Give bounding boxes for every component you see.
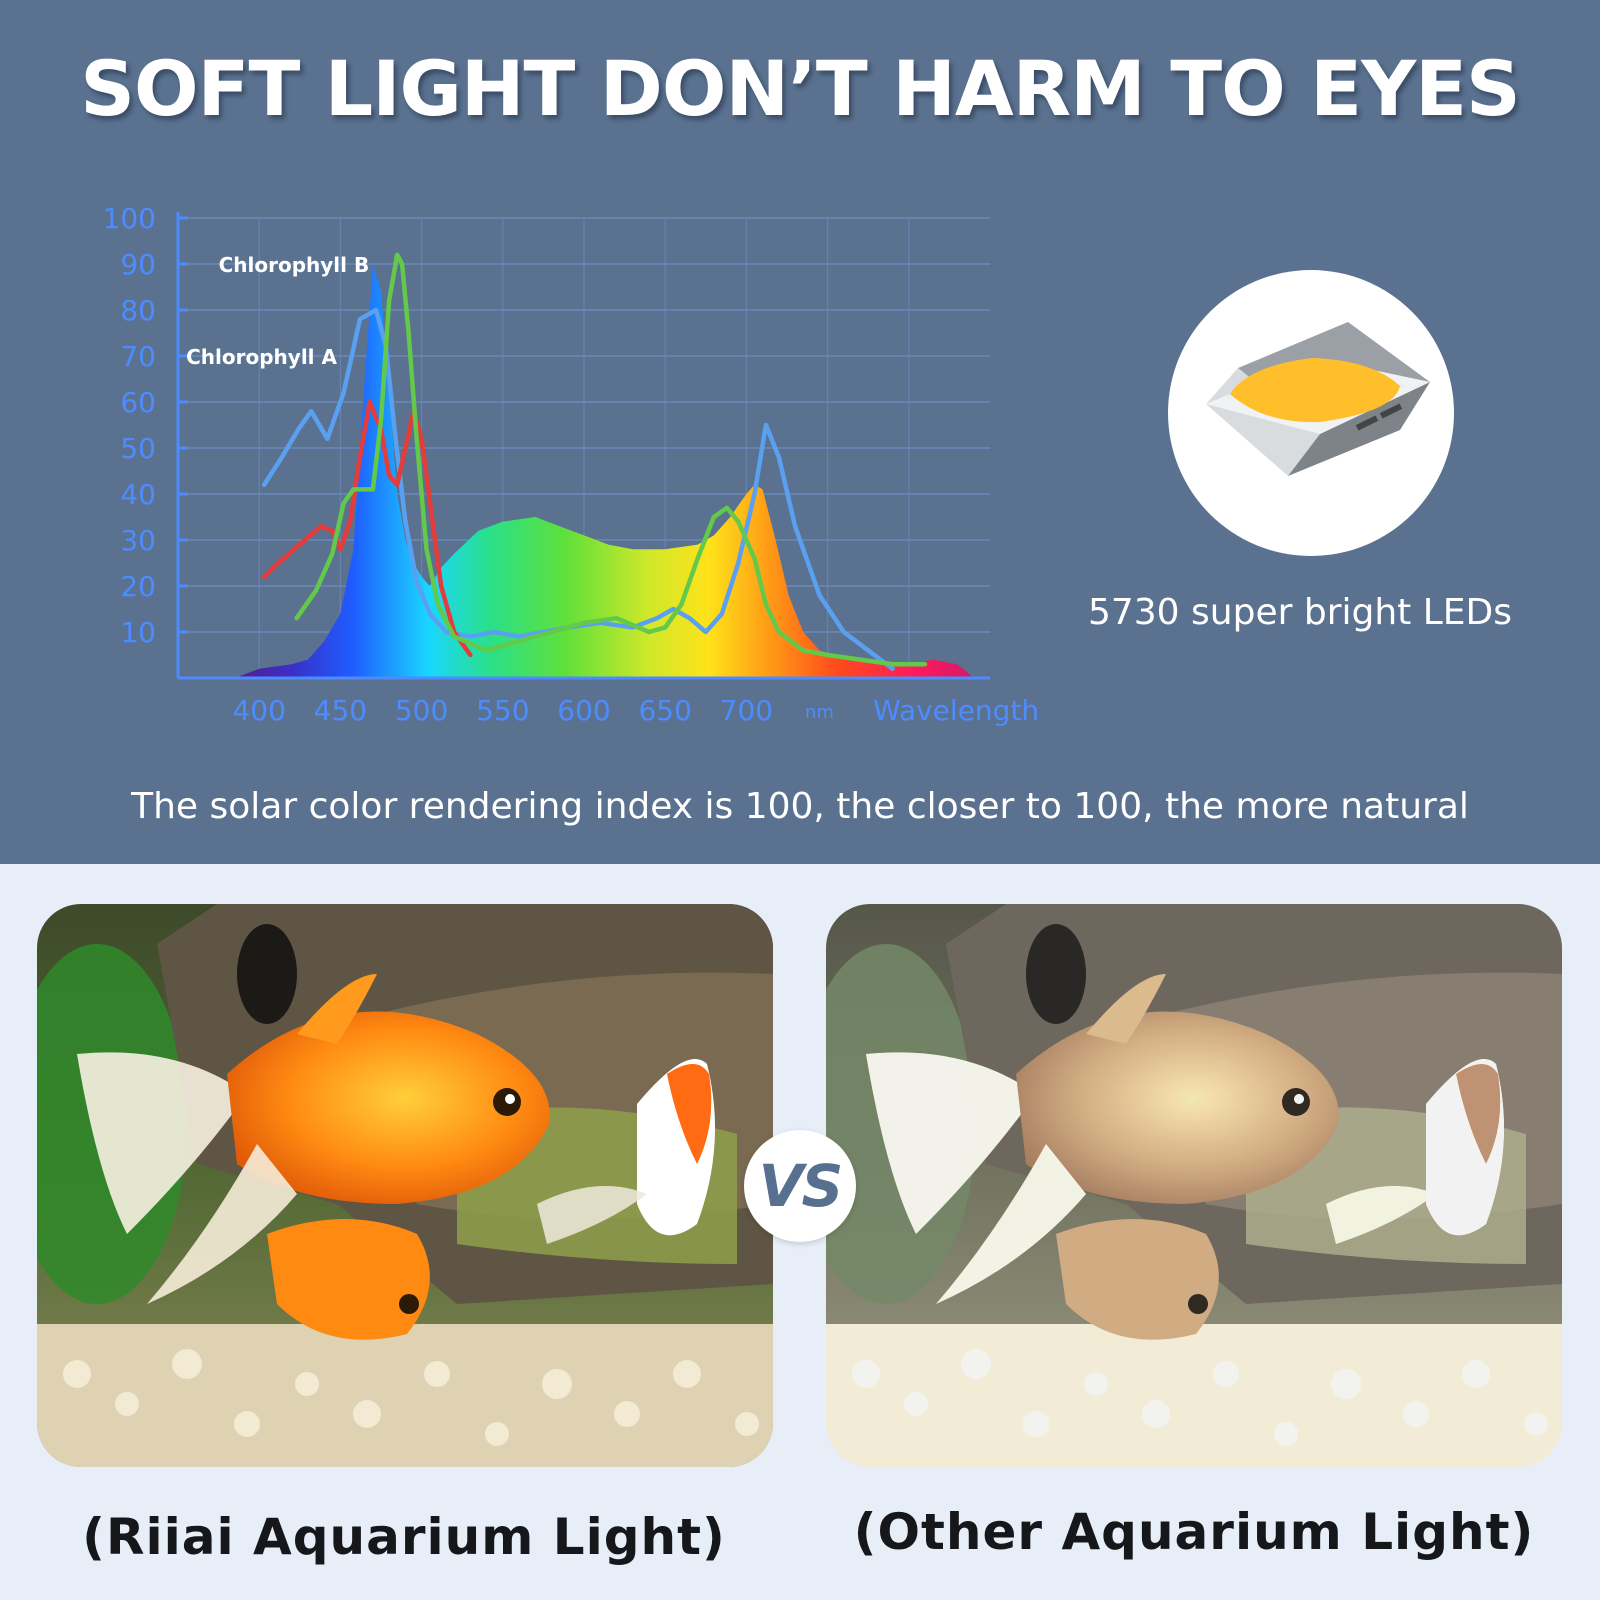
y-tick-label: 40 xyxy=(120,478,156,511)
y-tick-label: 70 xyxy=(120,340,156,373)
led-caption: 5730 super bright LEDs xyxy=(1087,592,1513,633)
riiai-light-label: (Riiai Aquarium Light) xyxy=(82,1508,726,1566)
y-tick-label: 100 xyxy=(103,202,156,235)
chart-ticks: 10 20 30 40 50 60 70 80 90 100 400 450 500 550 600 650 7… xyxy=(103,202,1040,727)
spectrum-area-layer xyxy=(234,264,974,678)
series-annotation: Chlorophyll A xyxy=(186,345,337,369)
other-light-label: (Other Aquarium Light) xyxy=(853,1503,1535,1561)
y-tick-label: 20 xyxy=(120,570,156,603)
y-tick-label: 10 xyxy=(120,616,156,649)
x-tick-label: 400 xyxy=(232,694,285,727)
led-chip-icon xyxy=(1206,322,1430,476)
vs-badge: VS xyxy=(744,1130,856,1242)
series-annotation: Chlorophyll B xyxy=(219,253,370,277)
goldfish-scene-image xyxy=(37,904,773,1467)
x-tick-label: 450 xyxy=(314,694,367,727)
chart-annotations: Chlorophyll B Chlorophyll A xyxy=(186,253,369,369)
riiai-light-photo xyxy=(37,904,773,1467)
chart-axes xyxy=(176,212,990,680)
x-unit-label: nm xyxy=(805,702,834,723)
x-tick-label: 650 xyxy=(638,694,691,727)
y-tick-label: 90 xyxy=(120,248,156,281)
x-tick-label: 550 xyxy=(476,694,529,727)
goldfish-scene-image-dull xyxy=(826,904,1562,1467)
led-chip-illustration xyxy=(1168,270,1454,556)
y-tick-label: 80 xyxy=(120,294,156,327)
spectrum-area xyxy=(234,264,974,678)
headline: SOFT LIGHT DON’T HARM TO EYES xyxy=(80,44,1521,133)
x-tick-label: 700 xyxy=(720,694,773,727)
x-axis-title: Wavelength xyxy=(873,694,1039,727)
y-tick-label: 30 xyxy=(120,524,156,557)
spectrum-chart: 10 20 30 40 50 60 70 80 90 100 400 450 500 550 600 650 7… xyxy=(103,202,1040,727)
vs-text: VS xyxy=(758,1152,844,1220)
spectrum-lines-layer xyxy=(261,252,928,672)
x-tick-label: 500 xyxy=(395,694,448,727)
spectrum-line-3 xyxy=(294,252,928,667)
y-tick-label: 60 xyxy=(120,386,156,419)
cri-description: The solar color rendering index is 100, … xyxy=(131,786,1469,827)
x-tick-label: 600 xyxy=(557,694,610,727)
other-light-photo xyxy=(826,904,1562,1467)
y-tick-label: 50 xyxy=(120,432,156,465)
